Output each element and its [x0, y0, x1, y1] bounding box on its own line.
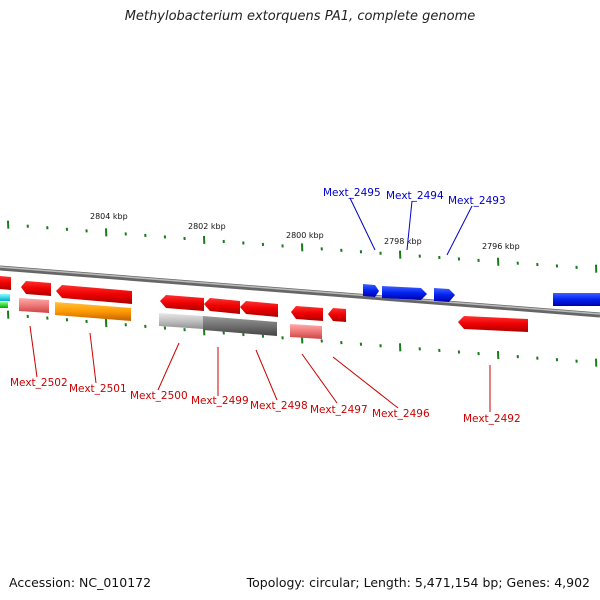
- label-mext-2502[interactable]: Mext_2502: [10, 377, 68, 389]
- gene-green-edge[interactable]: [0, 302, 8, 308]
- label-mext-2501[interactable]: Mext_2501: [69, 383, 127, 395]
- gene-reverse-d[interactable]: [240, 301, 278, 317]
- kbp-label-2802: 2802 kbp: [188, 222, 226, 231]
- accession-text: Accession: NC_010172: [9, 575, 152, 590]
- label-mext-2495[interactable]: Mext_2495: [323, 187, 381, 199]
- gc-skew-track-upper: [7, 220, 598, 273]
- gene-mext-2499-body[interactable]: [203, 316, 277, 336]
- kbp-label-2804: 2804 kbp: [90, 212, 128, 221]
- gene-mext-2501-upper[interactable]: [56, 285, 132, 304]
- gene-reverse-c[interactable]: [204, 298, 240, 314]
- kbp-label-2798: 2798 kbp: [384, 237, 422, 246]
- gene-mext-2501-body[interactable]: [55, 302, 131, 321]
- label-mext-2499[interactable]: Mext_2499: [191, 395, 249, 407]
- gene-forward-edge[interactable]: [553, 293, 600, 306]
- gene-cyan-edge[interactable]: [0, 294, 10, 301]
- genome-backbone: [0, 265, 600, 318]
- gene-mext-2492[interactable]: [458, 316, 528, 332]
- gene-mext-2494[interactable]: [382, 286, 427, 300]
- kbp-label-2796: 2796 kbp: [482, 242, 520, 251]
- label-mext-2492[interactable]: Mext_2492: [463, 413, 521, 425]
- label-mext-2498[interactable]: Mext_2498: [250, 400, 308, 412]
- gene-reverse-f[interactable]: [328, 308, 346, 322]
- gene-mext-2495[interactable]: [363, 284, 379, 297]
- gene-mext-2497-body[interactable]: [290, 324, 322, 339]
- gene-reverse-a[interactable]: [21, 281, 51, 296]
- label-mext-2494[interactable]: Mext_2494: [386, 190, 444, 202]
- label-mext-2496[interactable]: Mext_2496: [372, 408, 430, 420]
- topology-text: Topology: circular; Length: 5,471,154 bp…: [246, 575, 590, 590]
- gene-reverse-e[interactable]: [291, 306, 323, 321]
- gc-skew-track-lower: [7, 310, 598, 367]
- label-mext-2493[interactable]: Mext_2493: [448, 195, 506, 207]
- gene-mext-2502-body[interactable]: [19, 298, 49, 313]
- label-mext-2500[interactable]: Mext_2500: [130, 390, 188, 402]
- kbp-label-2800: 2800 kbp: [286, 231, 324, 240]
- gene-mext-2500-body[interactable]: [159, 313, 203, 329]
- gene-mext-2493[interactable]: [434, 288, 455, 302]
- gene-reverse-b[interactable]: [160, 295, 204, 311]
- map-title: Methylobacterium extorquens PA1, complet…: [124, 9, 476, 24]
- gene-reverse-edge[interactable]: [0, 276, 11, 290]
- label-mext-2497[interactable]: Mext_2497: [310, 404, 368, 416]
